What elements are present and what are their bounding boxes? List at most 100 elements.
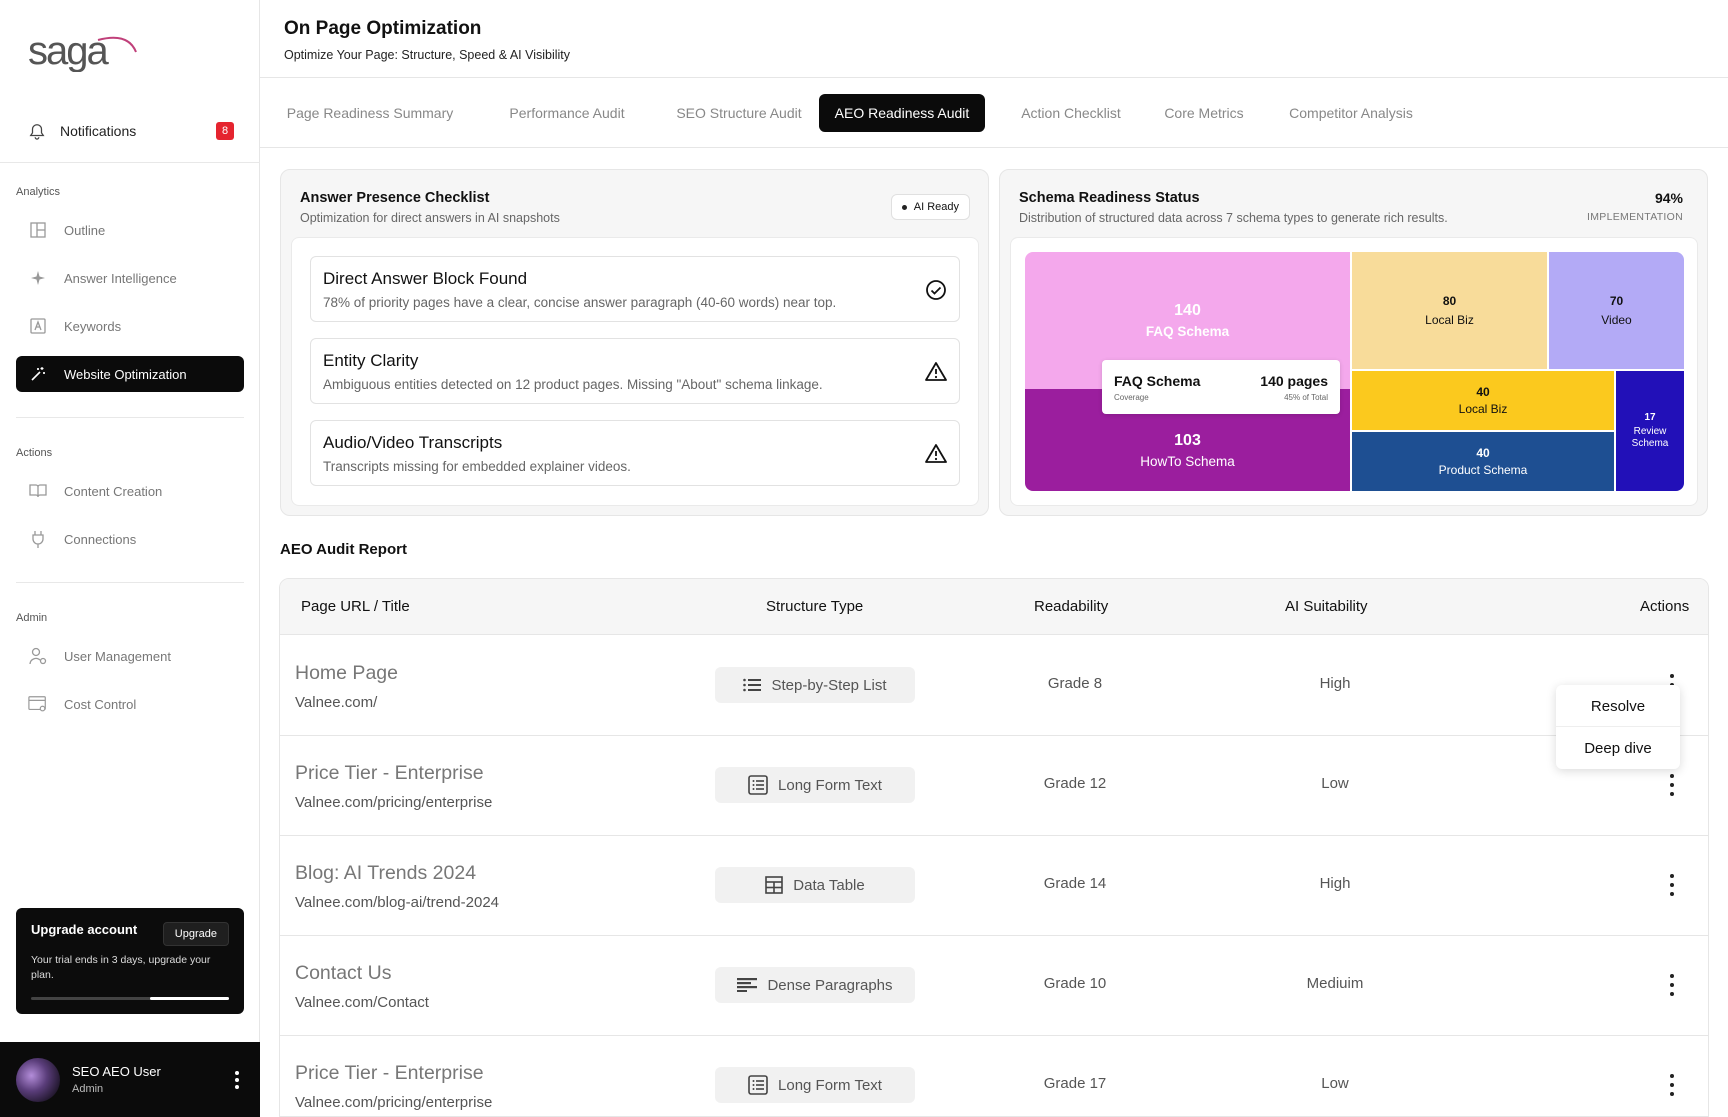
divider [16, 417, 244, 418]
tooltip-value: 140 pages [1260, 373, 1328, 389]
table-row[interactable]: Home Page Valnee.com/ Step-by-Step List … [280, 636, 1708, 736]
section-title-actions: Actions [16, 447, 53, 459]
tab-bar: Page Readiness Summary Performance Audit… [260, 78, 1728, 148]
checklist-item[interactable]: Entity Clarity Ambiguous entities detect… [310, 338, 960, 404]
sidebar-item-website-optimization[interactable]: Website Optimization [16, 356, 244, 392]
checklist-item[interactable]: Audio/Video Transcripts Transcripts miss… [310, 420, 960, 486]
notifications-item[interactable]: Notifications 8 [16, 114, 244, 148]
sparkle-icon [28, 268, 48, 288]
status-dot-icon [901, 204, 907, 210]
treemap-tooltip: FAQ Schema 140 pages Coverage 45% of Tot… [1102, 360, 1340, 414]
treemap-cell-product-schema[interactable]: 40 Product Schema [1352, 432, 1614, 491]
row-title[interactable]: Price Tier - Enterprise [295, 1062, 484, 1084]
sidebar-item-cost-control[interactable]: Cost Control [16, 686, 244, 722]
row-title[interactable]: Contact Us [295, 962, 392, 984]
menu-divider [1556, 726, 1680, 727]
tab-page-readiness-summary[interactable]: Page Readiness Summary [286, 105, 454, 121]
treemap-cell-local-biz[interactable]: 80 Local Biz [1352, 252, 1547, 369]
checklist-item-title: Entity Clarity [323, 351, 419, 370]
user-gear-icon [28, 646, 48, 666]
more-vertical-icon[interactable] [1665, 972, 1679, 998]
sidebar-item-user-management[interactable]: User Management [16, 638, 244, 674]
implementation-percent: 94% [1654, 190, 1683, 206]
more-vertical-icon[interactable] [1665, 872, 1679, 898]
warning-icon [925, 362, 947, 381]
table-row[interactable]: Price Tier - Enterprise Valnee.com/prici… [280, 736, 1708, 836]
treemap-cell-local-biz-2[interactable]: 40 Local Biz [1352, 371, 1614, 430]
audit-table: Page URL / Title Structure Type Readabil… [279, 578, 1709, 1117]
checklist-item-desc: Ambiguous entities detected on 12 produc… [323, 377, 823, 392]
structure-type-chip: Long Form Text [715, 1067, 915, 1103]
user-profile[interactable]: SEO AEO User Admin [0, 1042, 260, 1117]
ai-suitability: Low [1321, 1075, 1349, 1092]
row-title[interactable]: Blog: AI Trends 2024 [295, 862, 477, 884]
notifications-label: Notifications [60, 123, 137, 139]
logo[interactable]: saga [28, 32, 146, 72]
more-vertical-icon[interactable] [1665, 772, 1679, 798]
layout-icon [28, 220, 48, 240]
row-url[interactable]: Valnee.com/pricing/enterprise [295, 794, 493, 811]
tab-core-metrics[interactable]: Core Metrics [1164, 105, 1244, 121]
structure-type-chip: Step-by-Step List [715, 667, 915, 703]
bell-icon [29, 124, 45, 140]
menu-item-deep-dive[interactable]: Deep dive [1584, 739, 1652, 757]
answer-presence-card: Answer Presence Checklist Optimization f… [280, 169, 989, 516]
treemap-label: Local Biz [1458, 402, 1508, 416]
ai-suitability: Low [1321, 775, 1349, 792]
trial-progress-fill [149, 997, 229, 1000]
readability-grade: Grade 17 [1043, 1075, 1107, 1092]
svg-text:saga: saga [28, 32, 109, 72]
row-url[interactable]: Valnee.com/Contact [295, 994, 429, 1011]
row-url[interactable]: Valnee.com/blog-ai/trend-2024 [295, 894, 500, 911]
more-vertical-icon[interactable] [234, 1070, 240, 1090]
implementation-label: IMPLEMENTATION [1587, 211, 1683, 223]
table-header: Page URL / Title Structure Type Readabil… [280, 579, 1708, 635]
sidebar-item-outline[interactable]: Outline [16, 212, 244, 248]
divider [16, 582, 244, 583]
magic-wand-icon [28, 364, 48, 384]
table-row[interactable]: Blog: AI Trends 2024 Valnee.com/blog-ai/… [280, 836, 1708, 936]
tab-performance-audit[interactable]: Performance Audit [509, 105, 625, 121]
table-row[interactable]: Contact Us Valnee.com/Contact Dense Para… [280, 936, 1708, 1036]
check-circle-icon [926, 280, 946, 300]
upgrade-button[interactable]: Upgrade [162, 922, 229, 946]
tab-competitor-analysis[interactable]: Competitor Analysis [1289, 105, 1413, 121]
tab-aeo-readiness-audit[interactable]: AEO Readiness Audit [819, 94, 985, 132]
row-actions-menu: Resolve Deep dive [1556, 685, 1680, 769]
sidebar: saga Notifications 8 Analytics Outline A… [0, 0, 260, 1117]
treemap-cell-review-schema[interactable]: 17 Review Schema [1616, 371, 1684, 491]
main-content: On Page Optimization Optimize Your Page:… [260, 0, 1728, 1117]
document-list-icon [748, 775, 768, 795]
schema-treemap: 140 FAQ Schema 103 HowTo Schema 80 Local Bi… [1025, 252, 1684, 491]
sidebar-item-label: Answer Intelligence [64, 270, 177, 286]
menu-item-resolve[interactable]: Resolve [1590, 697, 1646, 715]
checklist-item-desc: Transcripts missing for embedded explain… [323, 459, 631, 474]
treemap-value: 40 [1476, 385, 1490, 399]
row-title[interactable]: Price Tier - Enterprise [295, 762, 484, 784]
tab-action-checklist[interactable]: Action Checklist [1021, 105, 1121, 121]
treemap-value: 17 [1644, 412, 1656, 423]
sidebar-item-answer-intelligence[interactable]: Answer Intelligence [16, 260, 244, 296]
row-url[interactable]: Valnee.com/ [295, 694, 378, 711]
sidebar-item-connections[interactable]: Connections [16, 521, 244, 557]
book-icon [28, 481, 48, 501]
plug-icon [28, 529, 48, 549]
treemap-value: 103 [1174, 431, 1201, 449]
upgrade-description: Your trial ends in 3 days, upgrade your … [31, 954, 211, 981]
checklist-item[interactable]: Direct Answer Block Found 78% of priorit… [310, 256, 960, 322]
treemap-label: Product Schema [1438, 463, 1528, 477]
treemap-cell-video[interactable]: 70 Video [1549, 252, 1684, 369]
treemap-value: 80 [1442, 294, 1457, 308]
more-vertical-icon[interactable] [1665, 1072, 1679, 1098]
treemap-value: 140 [1174, 302, 1201, 319]
card-title: Answer Presence Checklist [300, 190, 490, 206]
sidebar-item-content-creation[interactable]: Content Creation [16, 473, 244, 509]
sidebar-item-keywords[interactable]: Keywords [16, 308, 244, 344]
table-row[interactable]: Price Tier - Enterprise Valnee.com/prici… [280, 1036, 1708, 1116]
row-url[interactable]: Valnee.com/pricing/enterprise [295, 1094, 493, 1111]
checklist-item-desc: 78% of priority pages have a clear, conc… [323, 295, 837, 310]
tab-seo-structure-audit[interactable]: SEO Structure Audit [676, 105, 802, 121]
trial-progress-bar [31, 997, 229, 1000]
row-title[interactable]: Home Page [295, 662, 398, 684]
structure-type-label: Data Table [793, 876, 865, 894]
